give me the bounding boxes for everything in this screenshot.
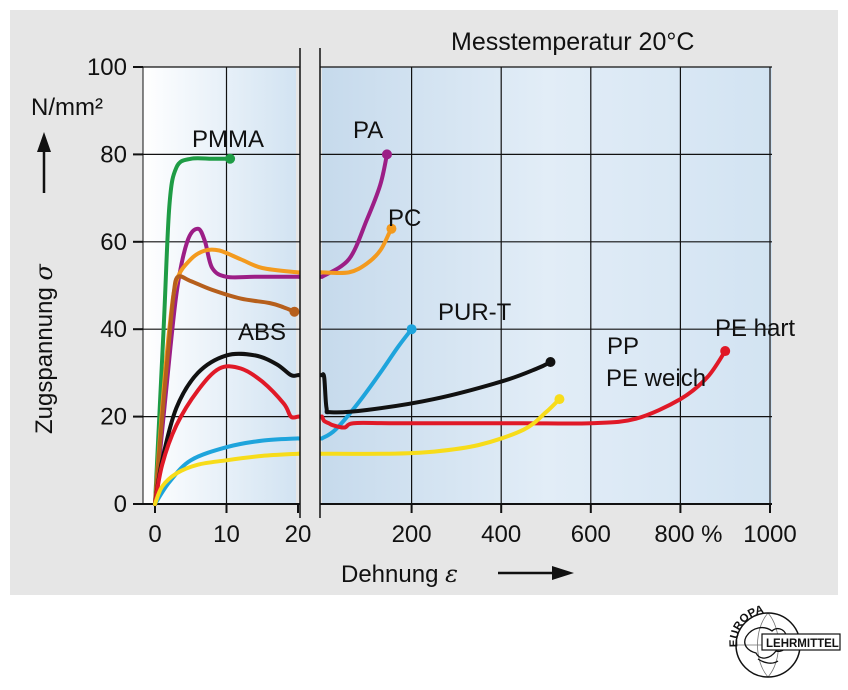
y-tick-label-0: 0	[114, 491, 127, 518]
series-pp-right	[320, 360, 553, 415]
series-pa-endpoint	[381, 149, 392, 160]
y-tick-label-20: 20	[100, 404, 127, 431]
series-pur-t-left	[153, 436, 300, 506]
x-tick-label-right-200: 200	[392, 521, 432, 548]
y-tick-label-80: 80	[100, 141, 127, 168]
x-axis-label-text: Dehnung	[341, 561, 445, 588]
curve-label-pmma: PMMA	[192, 126, 264, 153]
curves	[153, 149, 731, 506]
x-tick-label-right-400: 400	[481, 521, 521, 548]
series-pp-left	[153, 351, 300, 506]
x-tick-label-right-600: 600	[571, 521, 611, 548]
chart-subtitle: Messtemperatur 20°C	[451, 28, 694, 56]
logo-band	[761, 633, 841, 651]
curve-label-pe-weich: PE weich	[606, 365, 706, 392]
series-pmma-left	[153, 156, 233, 506]
y-axis-symbol: σ	[30, 264, 58, 281]
curve-label-abs: ABS	[238, 319, 286, 346]
series-pp-endpoint	[545, 356, 556, 367]
series-pmma-endpoint	[225, 153, 236, 164]
logo-band-text: LEHRMITTEL	[766, 638, 839, 650]
y-tick-label-40: 40	[100, 316, 127, 343]
series-pa-right	[320, 152, 389, 279]
series-pe-weich-right	[320, 397, 562, 456]
curve-label-pur-t: PUR-T	[438, 299, 512, 326]
curve-label-pe-hart: PE hart	[715, 315, 795, 342]
series-pe-weich-endpoint	[554, 394, 565, 405]
x-axis-label: Dehnung ε	[341, 560, 458, 588]
series-pc-endpoint	[386, 223, 397, 234]
axis-break	[299, 48, 321, 518]
series-pur-t-right	[320, 327, 414, 441]
series-pe-hart-left	[153, 364, 300, 506]
y-axis-label-group: N/mm² Zugspannung σ	[30, 94, 103, 434]
x-tick-label-right-800: 800 %	[654, 521, 722, 548]
x-axis-arrow	[498, 566, 574, 580]
curve-labels: PMMA PA PC ABS PUR-T PP PE weich PE hart	[192, 117, 795, 392]
x-tick-label-left-20: 20	[285, 521, 312, 548]
series-pe-hart-endpoint	[720, 346, 731, 357]
series-pe-weich-left	[153, 451, 300, 506]
series-abs-endpoint	[289, 306, 300, 317]
curve-label-pa: PA	[353, 117, 383, 144]
x-tick-label-left-0: 0	[148, 521, 161, 548]
x-axis-label-group: Dehnung ε	[341, 560, 574, 588]
curve-label-pp: PP	[607, 333, 639, 360]
y-tick-label-100: 100	[87, 54, 127, 81]
y-tick-label-60: 60	[100, 229, 127, 256]
plot-area-right	[322, 67, 772, 504]
grid	[143, 66, 772, 504]
y-axis-unit: N/mm²	[31, 94, 103, 121]
x-tick-label-left-10: 10	[213, 521, 240, 548]
series-pur-t-endpoint	[406, 324, 417, 335]
x-axis-symbol: ε	[445, 560, 458, 588]
series-abs-left	[153, 274, 297, 506]
axes	[133, 66, 772, 513]
y-axis-label-text: Zugspannung	[31, 281, 58, 434]
curve-label-pc: PC	[388, 205, 421, 232]
publisher-logo: EUROPA LEHRMITTEL	[728, 604, 841, 678]
y-axis-arrow	[37, 132, 51, 193]
x-tick-label-right-1000: 1000	[743, 521, 796, 548]
y-axis-label: Zugspannung σ	[30, 264, 58, 434]
axis-break-gap	[300, 48, 320, 518]
series-pe-hart-right	[320, 349, 728, 430]
